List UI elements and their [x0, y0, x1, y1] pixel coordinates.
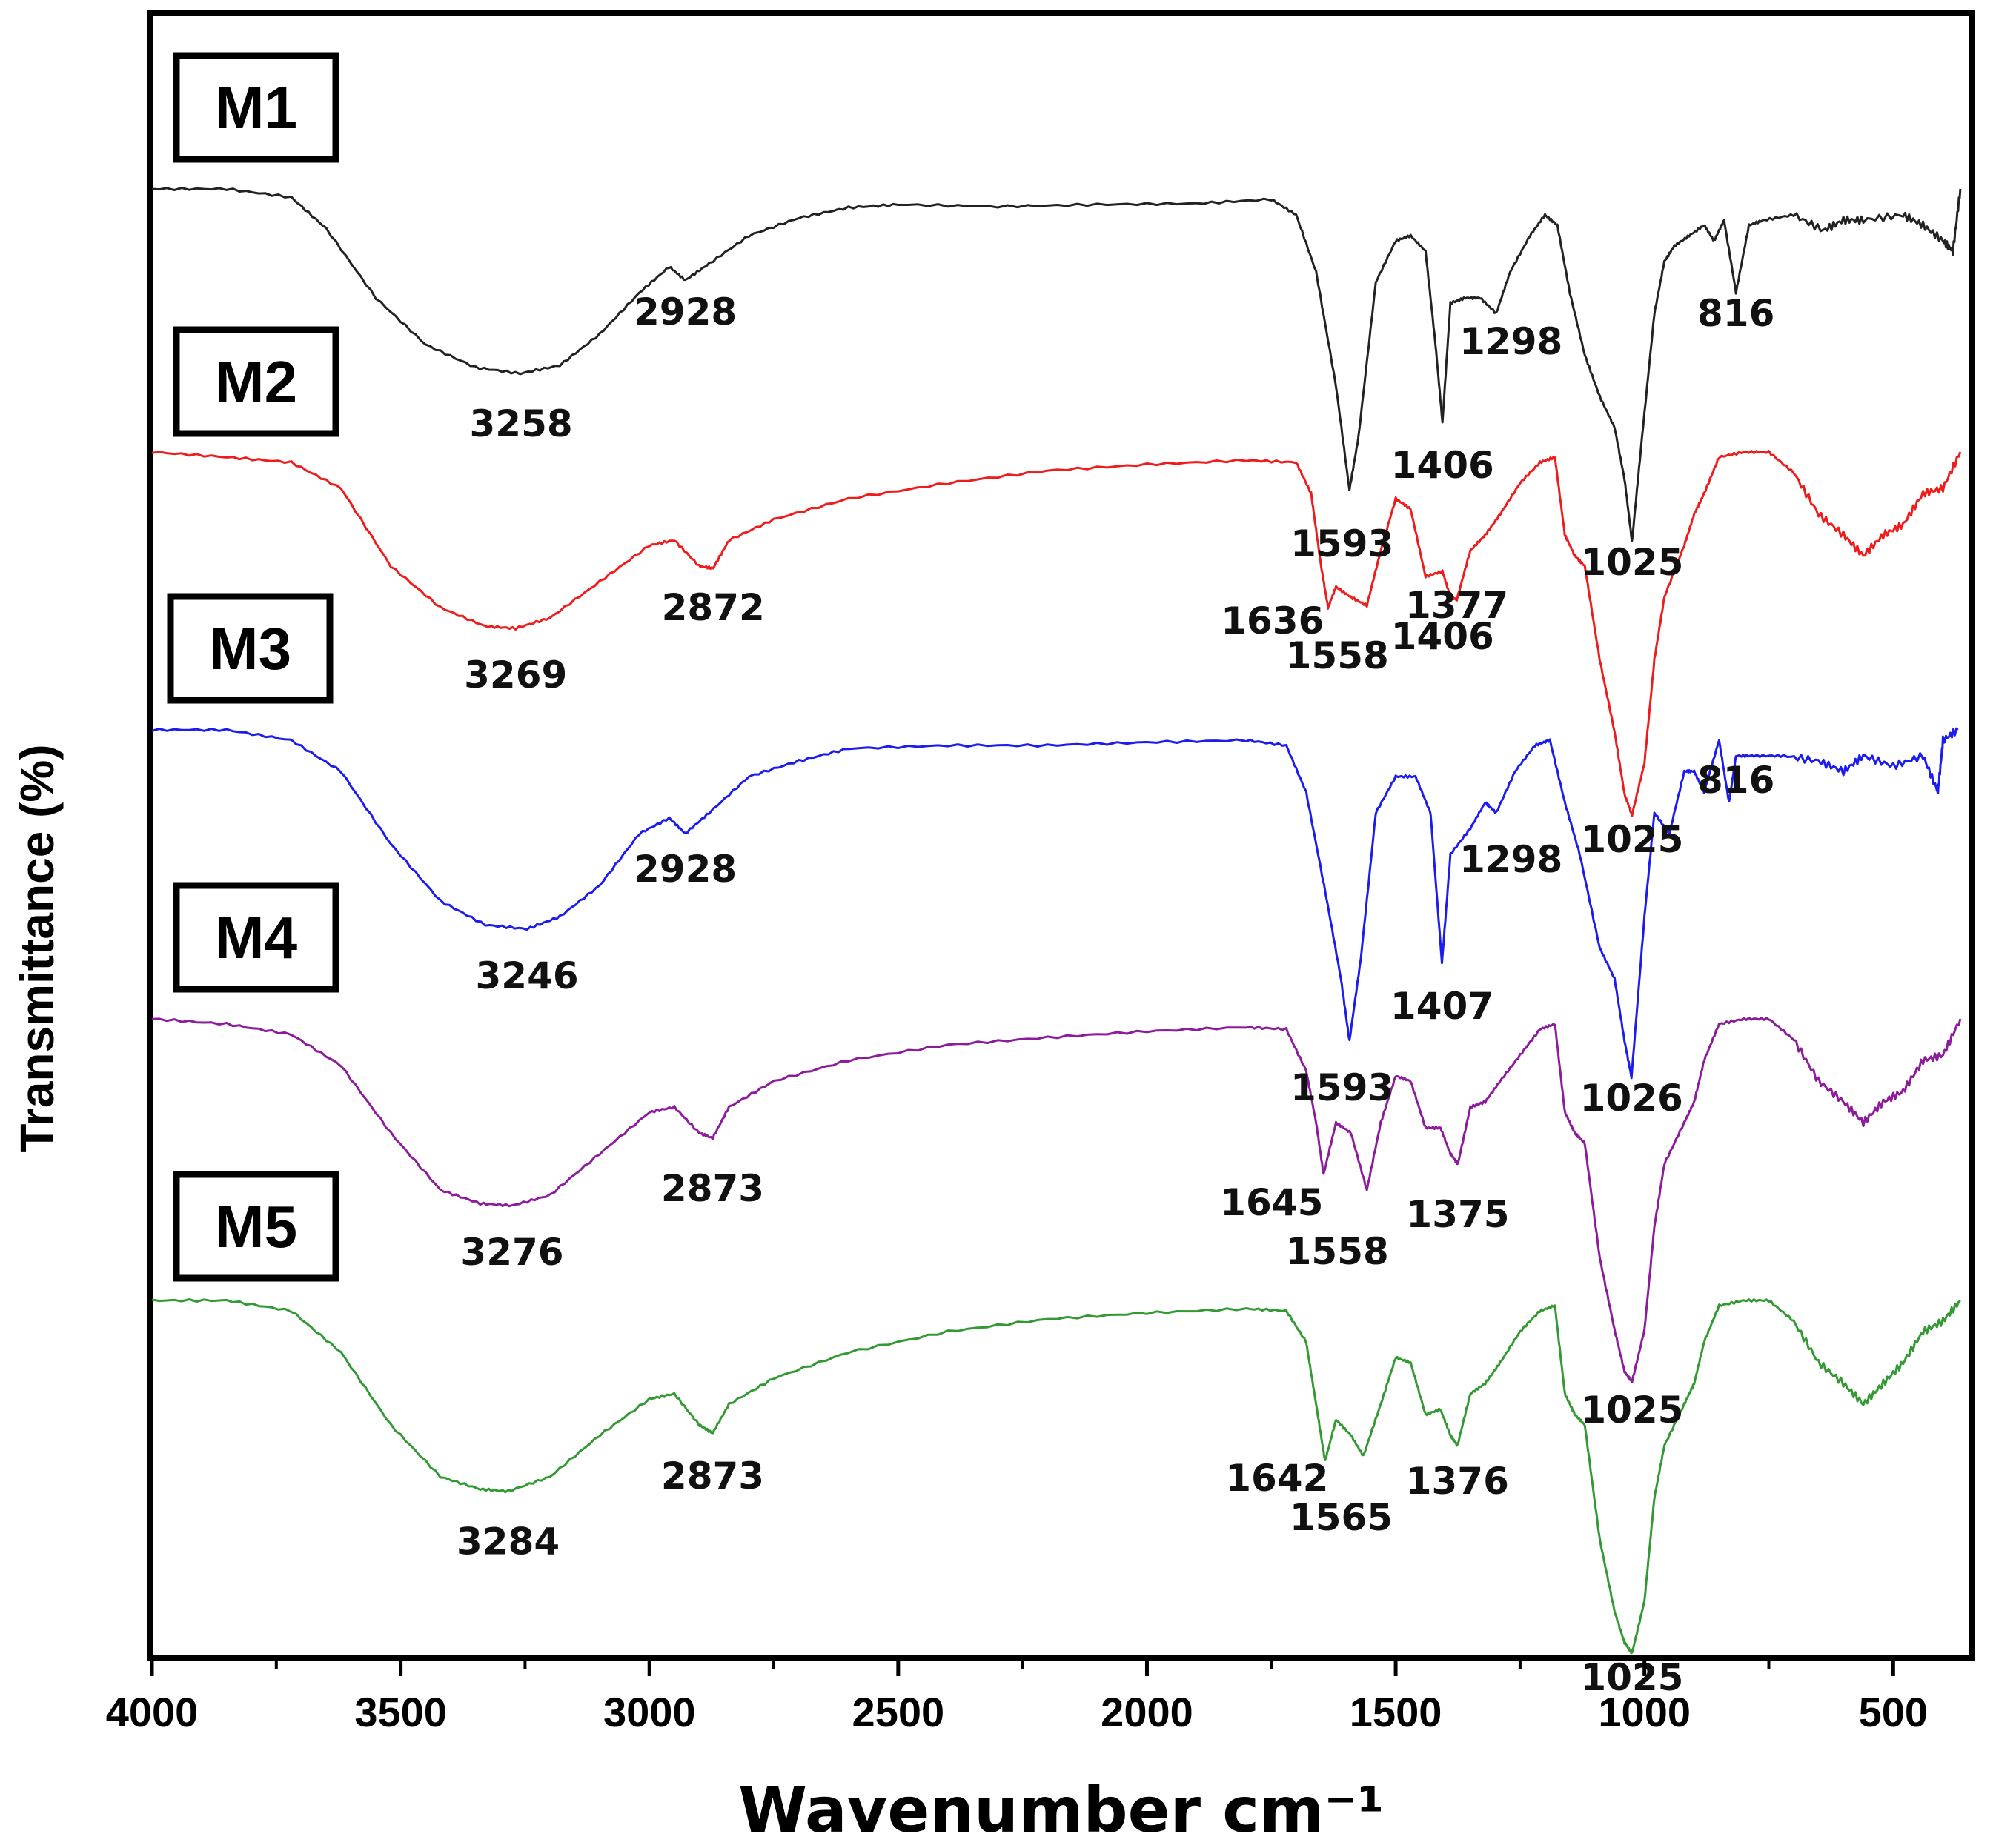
peak-label: 1298: [1459, 838, 1562, 881]
peak-label: 1636: [1221, 599, 1324, 642]
sample-label-m5: M5: [215, 1194, 297, 1260]
peak-label: 2928: [634, 290, 737, 333]
peak-label: 1558: [1286, 1230, 1389, 1273]
spectrum-m5: [151, 1298, 1961, 1655]
sample-label-m3: M3: [209, 616, 291, 682]
sample-label-box: [167, 593, 334, 704]
x-tick-label: 2000: [1101, 1689, 1193, 1735]
peak-label: 2873: [661, 1455, 764, 1498]
peak-label: 816: [1697, 292, 1774, 335]
peak-label: 1407: [1390, 985, 1493, 1028]
sample-label-m2: M2: [215, 349, 297, 415]
spectrum-m1: [151, 187, 1962, 542]
peak-label: 1558: [1286, 634, 1389, 677]
peak-label: 1375: [1406, 1193, 1509, 1236]
peak-label: 2928: [634, 848, 737, 891]
peak-label: 1645: [1220, 1181, 1323, 1224]
spectra-group: [151, 187, 1962, 1655]
peak-label: 2872: [662, 586, 765, 629]
sample-label-m4: M4: [215, 905, 298, 971]
x-tick-label: 500: [1859, 1689, 1928, 1735]
x-tick-label: 4000: [106, 1689, 199, 1735]
peak-label: 3276: [460, 1231, 563, 1274]
peak-label: 3269: [464, 654, 567, 697]
peak-label: 3284: [457, 1520, 560, 1563]
peak-label: 816: [1697, 759, 1774, 802]
plot-frame: [147, 10, 1975, 1661]
peak-label: 2873: [661, 1167, 764, 1210]
peak-label: 1025: [1580, 1656, 1683, 1699]
peak-label: 3258: [470, 402, 573, 445]
peak-label: 1025: [1580, 1389, 1683, 1432]
spectrum-m4: [151, 1017, 1962, 1383]
sample-label-box: [173, 52, 339, 163]
peak-label: 1025: [1580, 541, 1683, 584]
peak-label: 1377: [1405, 584, 1508, 627]
peak-label: 1593: [1290, 522, 1393, 565]
peak-label: 1593: [1290, 1066, 1393, 1109]
peak-label: 1026: [1580, 1077, 1683, 1120]
y-axis-title: Transmittance (%): [10, 744, 64, 1152]
x-axis-ticks: 4000 3500 3000 2500 2000 1500 1000 500: [106, 1658, 1928, 1735]
peak-label: 1565: [1290, 1496, 1393, 1539]
peak-label: 1298: [1459, 320, 1562, 363]
sample-label-box: [173, 1171, 339, 1282]
peak-label: 1406: [1391, 444, 1494, 487]
sample-label-group: M1 M2 M3 M4 M5: [167, 52, 339, 1282]
spectrum-m3: [151, 727, 1959, 1080]
x-tick-label: 3500: [354, 1689, 447, 1735]
sample-label-box: [173, 882, 339, 993]
x-tick-label: 1500: [1350, 1689, 1442, 1735]
peak-label: 1642: [1225, 1457, 1328, 1500]
x-tick-label: 3000: [603, 1689, 696, 1735]
x-axis-title: Wavenumber cm⁻¹: [738, 1774, 1384, 1847]
sample-label-m1: M1: [215, 75, 297, 141]
x-tick-label: 2500: [852, 1689, 945, 1735]
spectrum-m2: [151, 450, 1962, 817]
peak-label: 3246: [476, 954, 579, 997]
peak-label: 1025: [1580, 818, 1683, 861]
peak-label: 1406: [1391, 615, 1494, 658]
x-tick-label: 1000: [1598, 1689, 1691, 1735]
sample-label-box: [173, 326, 339, 437]
peak-label: 1376: [1406, 1460, 1509, 1503]
